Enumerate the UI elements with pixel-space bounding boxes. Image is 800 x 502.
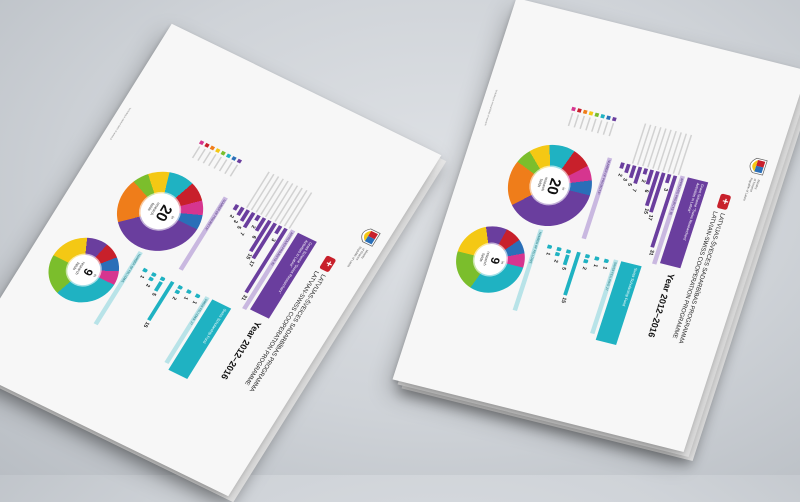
- scholarship-title: Swiss Scholarship Fund: [621, 267, 638, 307]
- latvia-crest-icon: [749, 157, 768, 176]
- projects-donut-center: in 20 research fields: [133, 187, 187, 236]
- fellows-donut-center: in 9 research fields: [470, 240, 511, 279]
- fellows-donut-center: in 9 research fields: [61, 249, 107, 291]
- bar: 2: [640, 168, 649, 183]
- projects-donut-center: in 20 research fields: [525, 163, 574, 208]
- poster-right: Ministry of Finance Republic of Latvia L…: [392, 0, 800, 452]
- projects-donut: in 20 research fields: [101, 158, 220, 265]
- footnote: *including in several fields of research: [109, 107, 133, 141]
- projects-legend: [565, 106, 618, 137]
- poster-left-content: Ministry of Finance Republic of Latvia L…: [5, 98, 395, 421]
- crest-line-2: of Finance: [355, 247, 366, 262]
- footnote: *including in several fields of research: [483, 89, 499, 126]
- swiss-cross-logo: [319, 255, 337, 273]
- year-heading: Year 2012–2016: [645, 272, 677, 339]
- crest-caption: Ministry of Finance Republic of Latvia: [736, 177, 761, 223]
- fellows-donut: in 9 research fields: [35, 226, 133, 314]
- poster-right-content: Ministry of Finance Republic of Latvia L…: [420, 81, 781, 368]
- poster-left: Ministry of Finance Republic of Latvia L…: [0, 23, 442, 497]
- bar: 2: [617, 162, 625, 177]
- swiss-cross-logo: [716, 193, 732, 211]
- latvia-crest-icon: [361, 228, 381, 247]
- projects-legend: [189, 140, 243, 178]
